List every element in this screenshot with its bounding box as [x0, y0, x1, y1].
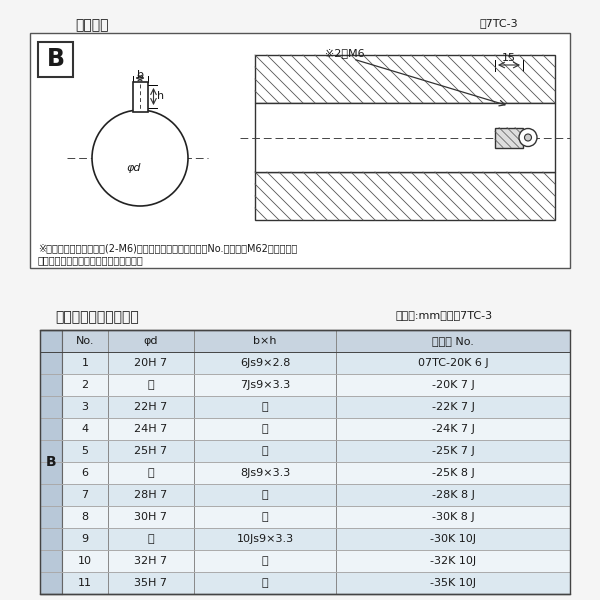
- Text: 6: 6: [82, 468, 88, 478]
- Text: 〃: 〃: [262, 490, 269, 500]
- Text: （セットボルトは付属されています。）: （セットボルトは付属されています。）: [38, 255, 144, 265]
- Bar: [40, 330, 62, 594]
- Text: 8Js9×3.3: 8Js9×3.3: [240, 468, 290, 478]
- Circle shape: [519, 128, 537, 146]
- Text: 9: 9: [81, 534, 88, 544]
- Text: 25H 7: 25H 7: [134, 446, 167, 456]
- Bar: [62, 352, 570, 374]
- Bar: [62, 330, 570, 352]
- Text: 11: 11: [78, 578, 92, 588]
- Text: -28K 8 J: -28K 8 J: [432, 490, 475, 500]
- Text: -30K 8 J: -30K 8 J: [432, 512, 475, 522]
- Text: -32K 10J: -32K 10J: [430, 556, 476, 566]
- Text: 2: 2: [81, 380, 88, 390]
- Text: φd: φd: [126, 163, 140, 173]
- Text: B: B: [47, 47, 65, 71]
- Bar: [62, 550, 570, 572]
- Text: No.: No.: [76, 336, 94, 346]
- Bar: [38, 42, 73, 77]
- Bar: [255, 55, 555, 103]
- Bar: [62, 462, 570, 484]
- Circle shape: [92, 110, 188, 206]
- Text: ※2－M6: ※2－M6: [325, 48, 365, 58]
- Text: -20K 7 J: -20K 7 J: [432, 380, 475, 390]
- Text: 15: 15: [502, 53, 516, 63]
- Text: 1: 1: [82, 358, 88, 368]
- Text: B: B: [46, 455, 56, 469]
- Text: 軸穴形状コード一覧表: 軸穴形状コード一覧表: [55, 310, 139, 324]
- Text: 図7TC-3: 図7TC-3: [480, 18, 518, 28]
- Text: 22H 7: 22H 7: [134, 402, 167, 412]
- Text: -25K 8 J: -25K 8 J: [432, 468, 475, 478]
- Text: -22K 7 J: -22K 7 J: [432, 402, 475, 412]
- Text: 5: 5: [82, 446, 88, 456]
- Text: b: b: [137, 70, 143, 80]
- Circle shape: [524, 134, 532, 141]
- Bar: [255, 103, 555, 172]
- Text: 35H 7: 35H 7: [134, 578, 167, 588]
- Text: 4: 4: [81, 424, 88, 434]
- Text: b×h: b×h: [253, 336, 277, 346]
- Bar: [40, 330, 570, 594]
- Text: （単位:mm）　表7TC-3: （単位:mm） 表7TC-3: [395, 310, 492, 320]
- Bar: [62, 374, 570, 396]
- Text: 20H 7: 20H 7: [134, 358, 167, 368]
- Bar: [62, 528, 570, 550]
- Text: 32H 7: 32H 7: [134, 556, 167, 566]
- Bar: [62, 418, 570, 440]
- Text: φd: φd: [143, 336, 158, 346]
- Text: 07TC-20K 6 J: 07TC-20K 6 J: [418, 358, 488, 368]
- Text: 軸穴形状: 軸穴形状: [75, 18, 109, 32]
- Text: 〃: 〃: [262, 424, 269, 434]
- Text: -35K 10J: -35K 10J: [430, 578, 476, 588]
- Text: 〃: 〃: [262, 446, 269, 456]
- Bar: [62, 572, 570, 594]
- Text: -30K 10J: -30K 10J: [430, 534, 476, 544]
- Text: 3: 3: [82, 402, 88, 412]
- Bar: [62, 396, 570, 418]
- Text: 10: 10: [78, 556, 92, 566]
- Text: コード No.: コード No.: [432, 336, 474, 346]
- Text: 〃: 〃: [262, 578, 269, 588]
- Text: 〃: 〃: [262, 402, 269, 412]
- Text: 6Js9×2.8: 6Js9×2.8: [240, 358, 290, 368]
- Text: ※セットボルト用タップ(2-M6)が必要な場合は右記コードNo.の末尾にM62を付ける。: ※セットボルト用タップ(2-M6)が必要な場合は右記コードNo.の末尾にM62を…: [38, 243, 297, 253]
- Text: 〃: 〃: [262, 512, 269, 522]
- Bar: [62, 440, 570, 462]
- Text: -24K 7 J: -24K 7 J: [432, 424, 475, 434]
- Bar: [62, 484, 570, 506]
- Text: 7: 7: [81, 490, 88, 500]
- Text: 28H 7: 28H 7: [134, 490, 167, 500]
- Text: 〃: 〃: [148, 468, 154, 478]
- Text: 〃: 〃: [262, 556, 269, 566]
- Text: 〃: 〃: [148, 380, 154, 390]
- Text: 30H 7: 30H 7: [134, 512, 167, 522]
- Text: 〃: 〃: [148, 534, 154, 544]
- Text: -25K 7 J: -25K 7 J: [432, 446, 475, 456]
- Bar: [30, 33, 570, 268]
- Text: 24H 7: 24H 7: [134, 424, 167, 434]
- Bar: [255, 172, 555, 220]
- Text: 7Js9×3.3: 7Js9×3.3: [240, 380, 290, 390]
- Text: 10Js9×3.3: 10Js9×3.3: [236, 534, 294, 544]
- Bar: [62, 506, 570, 528]
- Text: h: h: [157, 91, 164, 101]
- Bar: [133, 82, 148, 112]
- Bar: [495, 127, 523, 148]
- Text: 8: 8: [81, 512, 88, 522]
